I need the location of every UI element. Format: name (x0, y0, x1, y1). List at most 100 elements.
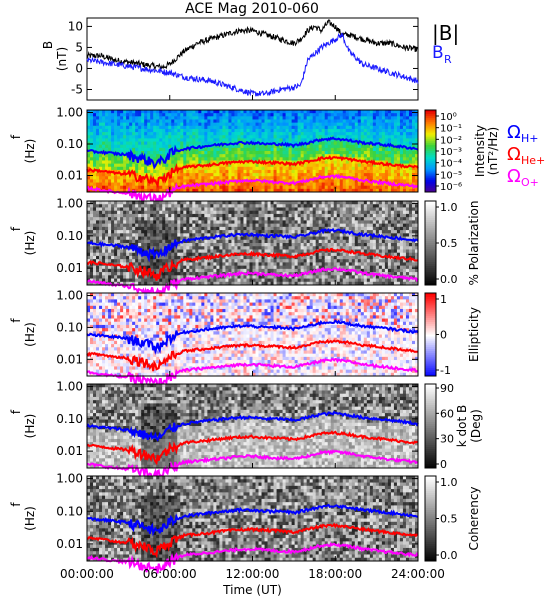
heatmap-cell (342, 132, 347, 136)
heatmap-cell (210, 147, 214, 152)
heatmap-cell (93, 119, 97, 124)
heatmap-cell (348, 144, 353, 149)
heatmap-cell (114, 166, 118, 171)
heatmap-cell (234, 230, 238, 234)
heatmap-cell (261, 185, 265, 190)
heatmap-cell (276, 223, 280, 228)
heatmap-cell (249, 160, 253, 165)
heatmap-cell (186, 252, 190, 257)
heatmap-cell (99, 207, 103, 212)
heatmap-cell (315, 236, 320, 241)
heatmap-cell (150, 210, 154, 215)
heatmap-cell (357, 182, 362, 187)
heatmap-cell (162, 275, 166, 279)
heatmap-cell (300, 204, 305, 208)
heatmap-cell (96, 201, 100, 205)
heatmap-cell (369, 128, 374, 133)
heatmap-cell (204, 138, 208, 142)
heatmap-cell (135, 259, 139, 263)
heatmap-cell (237, 268, 241, 273)
heatmap-cell (195, 255, 199, 260)
heatmap-cell (291, 113, 296, 117)
heatmap-cell (252, 169, 256, 174)
heatmap-cell (282, 210, 286, 215)
heatmap-cell (375, 151, 380, 155)
heatmap-cell (168, 204, 172, 208)
heatmap-cell (261, 147, 265, 152)
heatmap-cell (114, 210, 118, 215)
heatmap-cell (177, 135, 181, 139)
heatmap-cell (282, 185, 286, 190)
heatmap-cell (123, 252, 127, 257)
heatmap-cell (126, 249, 130, 254)
heatmap-cell (309, 259, 314, 263)
heatmap-cell (285, 163, 290, 168)
heatmap-cell (126, 119, 130, 124)
heatmap-cell (315, 223, 320, 228)
heatmap-cell (375, 185, 380, 190)
heatmap-cell (306, 268, 311, 273)
heatmap-cell (405, 154, 410, 158)
heatmap-cell (273, 113, 277, 117)
heatmap-cell (243, 281, 247, 286)
heatmap-cell (327, 160, 332, 165)
heatmap-cell (279, 213, 283, 218)
heatmap-cell (393, 179, 398, 183)
heatmap-cell (126, 226, 130, 231)
heatmap-cell (411, 141, 416, 146)
heatmap-cell (168, 182, 172, 187)
heatmap-cell (273, 220, 277, 225)
heatmap-cell (150, 144, 154, 149)
heatmap-cell (297, 239, 302, 244)
heatmap-cell (411, 154, 416, 158)
heatmap-cell (192, 122, 196, 127)
heatmap-cell (285, 166, 290, 171)
heatmap-cell (240, 243, 244, 247)
heatmap-cell (198, 217, 202, 221)
heatmap-cell (93, 204, 97, 208)
heatmap-cell (96, 204, 100, 208)
heatmap-cell (129, 207, 133, 212)
heatmap-cell (414, 141, 419, 146)
heatmap-cell (225, 259, 229, 263)
heatmap-cell (249, 204, 253, 208)
heatmap-cell (141, 166, 145, 171)
heatmap-cell (165, 226, 169, 231)
heatmap-cell (246, 116, 250, 120)
heatmap-cell (90, 141, 94, 146)
heatmap-cell (225, 182, 229, 187)
heatmap-cell (138, 262, 142, 267)
heatmap-cell (228, 217, 232, 221)
heatmap-cell (327, 135, 332, 139)
heatmap-cell (390, 128, 395, 133)
heatmap-cell (165, 138, 169, 142)
heatmap-cell (147, 210, 151, 215)
heatmap-cell (195, 147, 199, 152)
heatmap-cell (174, 179, 178, 183)
heatmap-cell (240, 262, 244, 267)
heatmap-cell (243, 125, 247, 130)
heatmap-cell (231, 176, 235, 180)
heatmap-cell (285, 110, 290, 114)
heatmap-cell (189, 236, 193, 241)
heatmap-cell (201, 272, 205, 276)
heatmap-cell (108, 154, 112, 158)
heatmap-cell (312, 278, 317, 283)
heatmap-cell (369, 113, 374, 117)
heatmap-cell (387, 116, 392, 120)
heatmap-cell (108, 233, 112, 237)
heatmap-cell (87, 151, 91, 155)
heatmap-cell (372, 128, 377, 133)
heatmap-cell (156, 265, 160, 270)
heatmap-cell (282, 207, 286, 212)
heatmap-cell (165, 128, 169, 133)
heatmap-cell (270, 119, 274, 124)
heatmap-cell (90, 249, 94, 254)
heatmap-cell (228, 226, 232, 231)
heatmap-cell (225, 265, 229, 270)
heatmap-cell (387, 166, 392, 171)
heatmap-cell (174, 128, 178, 133)
heatmap-cell (93, 160, 97, 165)
heatmap-cell (120, 135, 124, 139)
heatmap-cell (345, 125, 350, 130)
